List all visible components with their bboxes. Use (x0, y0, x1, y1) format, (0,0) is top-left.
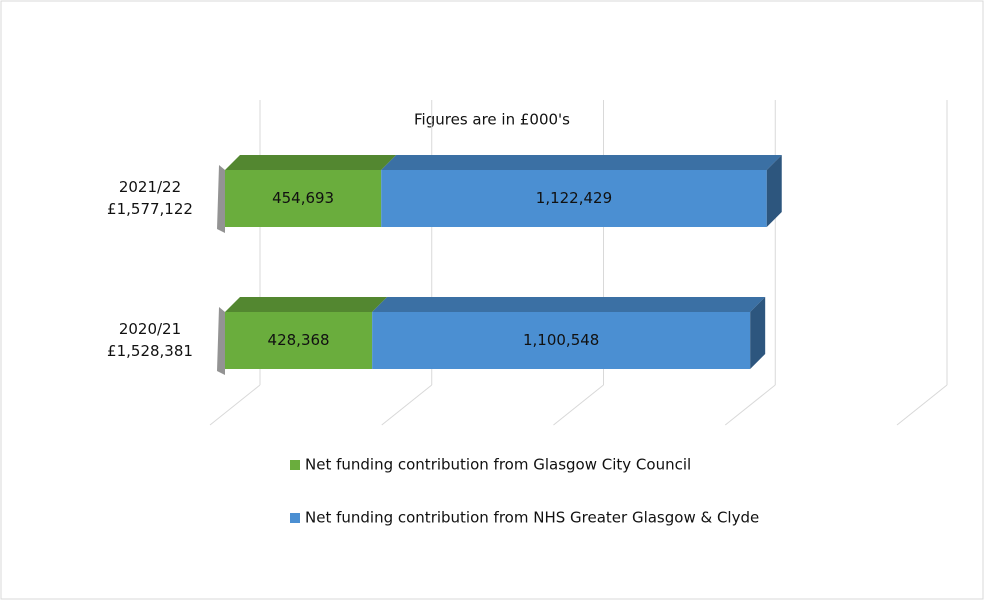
value-label: 428,368 (268, 331, 330, 349)
grid-line (896, 384, 948, 426)
bar (372, 312, 751, 369)
legend-swatch (290, 513, 300, 523)
legend-label: Net funding contribution from Glasgow Ci… (305, 456, 691, 474)
bar-top (381, 155, 782, 170)
bar-shadow (217, 307, 225, 375)
grid-line (209, 384, 261, 426)
value-label: 454,693 (272, 189, 334, 207)
grid-line (553, 384, 604, 426)
category-label: 2021/22 (119, 178, 181, 196)
category-total: £1,577,122 (107, 200, 193, 218)
grid-line (724, 384, 776, 426)
bar-side (750, 297, 766, 369)
value-label: 1,100,548 (523, 331, 599, 349)
bar (225, 312, 373, 369)
grid-line (381, 384, 433, 426)
bar (381, 170, 767, 227)
bar-top (225, 155, 397, 170)
category-total: £1,528,381 (107, 342, 193, 360)
bar-top (225, 297, 388, 312)
bar (225, 170, 382, 227)
bar-side (766, 155, 782, 227)
value-label: 1,122,429 (536, 189, 612, 207)
legend-label: Net funding contribution from NHS Greate… (305, 509, 759, 527)
bar-shadow (217, 165, 225, 233)
category-label: 2020/21 (119, 320, 181, 338)
bar-top (372, 297, 766, 312)
chart-subtitle: Figures are in £000's (414, 111, 570, 129)
legend-swatch (290, 460, 300, 470)
